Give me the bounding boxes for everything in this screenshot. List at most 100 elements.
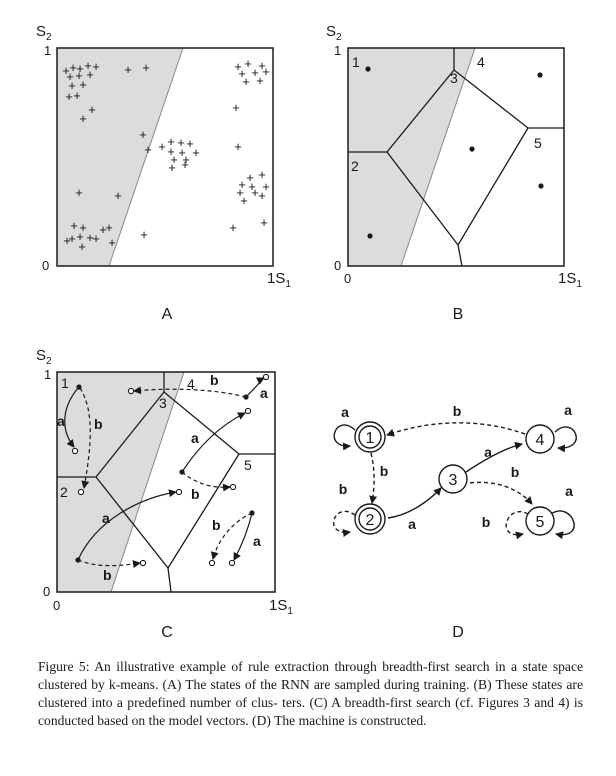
sample-marker: + (78, 239, 86, 254)
panel-b: 1 2 3 4 5 S2 1 0 0 1S1 B (326, 23, 582, 323)
sample-marker: + (86, 67, 94, 82)
sample-marker: + (256, 73, 264, 88)
sample-marker: + (246, 170, 254, 185)
successor-states (71, 373, 270, 567)
sample-marker: + (181, 157, 189, 172)
sample-marker: + (73, 88, 81, 103)
sample-marker: + (70, 218, 78, 233)
svg-text:a: a (408, 516, 416, 532)
sample-marker: + (158, 139, 166, 154)
panel-label-c: C (161, 624, 173, 641)
svg-text:b: b (103, 567, 112, 583)
self-loop-1-a (333, 424, 356, 451)
shaded-region (57, 48, 183, 266)
svg-text:a: a (565, 483, 573, 499)
svg-text:a: a (57, 413, 65, 429)
tick-label-x-zero: 0 (53, 598, 60, 613)
sample-marker: + (258, 167, 266, 182)
tick-label-zero: 0 (43, 584, 50, 599)
cluster-label-2: 2 (60, 484, 68, 500)
axis-label-s1: 1S1 (269, 597, 293, 617)
sample-marker: + (234, 139, 242, 154)
sample-marker: + (248, 179, 256, 194)
shaded-region (57, 372, 184, 592)
cluster-label-2: 2 (351, 158, 359, 174)
sample-marker: + (75, 185, 83, 200)
sample-marker: + (232, 100, 240, 115)
svg-text:a: a (484, 444, 492, 460)
sample-marker: + (66, 69, 74, 84)
sample-marker: + (142, 60, 150, 75)
sample-marker: + (88, 102, 96, 117)
svg-text:4: 4 (536, 432, 545, 449)
axis-label-s2: S2 (36, 347, 52, 367)
svg-text:b: b (482, 514, 491, 530)
sample-marker: + (177, 135, 185, 150)
svg-text:b: b (453, 403, 462, 419)
sample-marker: + (144, 142, 152, 157)
edge-labels-d: a b b a b a b a a b (339, 402, 573, 532)
state-4 (525, 424, 555, 454)
sample-marker: + (124, 62, 132, 77)
panel-label-b: B (453, 306, 464, 323)
sample-marker: + (79, 77, 87, 92)
edge-4-1-b (386, 422, 526, 437)
voronoi-boundaries (348, 48, 564, 267)
svg-text:b: b (511, 464, 520, 480)
edge-labels: a b a b a b b a b a (57, 372, 268, 583)
svg-text:b: b (94, 416, 103, 432)
sample-marker: + (258, 58, 266, 73)
self-loop-5-b (505, 511, 529, 540)
cluster-label-3: 3 (450, 70, 458, 86)
sample-marker: + (262, 64, 270, 79)
cluster-label-4: 4 (187, 376, 195, 392)
sample-marker: + (192, 145, 200, 160)
sample-marker: + (75, 68, 83, 83)
plot-frame (56, 371, 276, 593)
sample-marker: + (251, 185, 259, 200)
sample-marker: + (236, 185, 244, 200)
svg-text:b: b (212, 517, 221, 533)
voronoi-boundaries (57, 372, 275, 593)
svg-text:3: 3 (449, 472, 458, 489)
self-loop-5-a (550, 510, 575, 540)
sample-marker: + (68, 231, 76, 246)
sample-marker: + (244, 56, 252, 71)
tick-label-zero: 0 (42, 258, 49, 273)
state-5 (525, 506, 555, 536)
cluster-label-4: 4 (477, 54, 485, 70)
panel-c: 1 2 3 4 5 a b a b a b b a b a S2 1 0 0 1… (36, 347, 293, 641)
sample-marker: + (186, 136, 194, 151)
sample-marker: + (170, 152, 178, 167)
sample-marker: + (63, 233, 71, 248)
svg-text:2: 2 (366, 512, 375, 529)
sample-marker: + (65, 89, 73, 104)
sample-marker: + (262, 179, 270, 194)
sample-marker: + (108, 235, 116, 250)
tick-label-x-zero: 0 (344, 271, 351, 286)
sample-marker: + (62, 63, 70, 78)
state-3 (438, 464, 468, 494)
axis-label-s1: 1S1 (558, 270, 582, 290)
svg-text:a: a (191, 430, 199, 446)
sample-marker: + (251, 65, 259, 80)
svg-text:b: b (380, 463, 389, 479)
plot-frame (56, 47, 274, 267)
svg-text:5: 5 (536, 514, 545, 531)
sample-marker: + (69, 60, 77, 75)
tick-label-zero: 0 (334, 258, 341, 273)
sample-marker: + (229, 220, 237, 235)
sample-marker: + (234, 59, 242, 74)
caption-line-1: An illustrative example of rule extracti… (94, 659, 490, 674)
edge-2-3-a (387, 487, 442, 519)
sample-marker: + (238, 66, 246, 81)
cluster-label-3: 3 (159, 395, 167, 411)
sample-marker: + (79, 220, 87, 235)
svg-text:a: a (253, 533, 261, 549)
svg-text:1: 1 (366, 430, 375, 447)
sample-marker: + (105, 220, 113, 235)
svg-text:b: b (210, 372, 219, 388)
caption-line-3: during training. (B) These states are cl… (38, 677, 583, 710)
cluster-label-5: 5 (534, 135, 542, 151)
tick-label-one: 1 (44, 43, 51, 58)
